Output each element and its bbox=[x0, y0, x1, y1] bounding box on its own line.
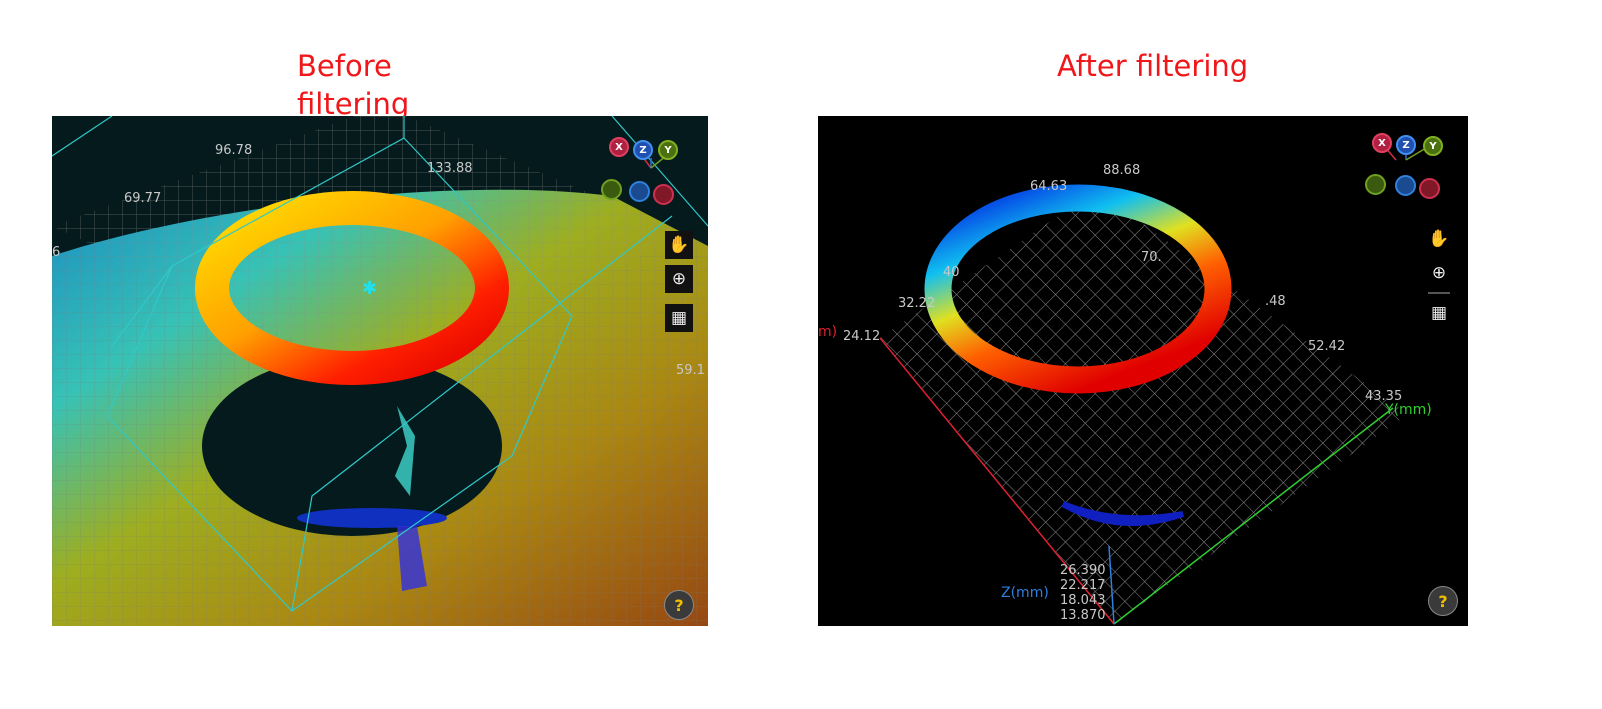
before-viewer[interactable]: ✱ 96.78 133.88 69.77 6 59.1 X Z Y ✋ ⊕ ▦ … bbox=[52, 116, 708, 626]
y-axis-button[interactable]: Y bbox=[1423, 136, 1443, 156]
x-axis-button[interactable]: X bbox=[609, 137, 629, 157]
y-axis-label: Y(mm) bbox=[1384, 402, 1432, 418]
pan-icon[interactable]: ✋ bbox=[1428, 229, 1450, 249]
zoom-icon[interactable]: ⊕ bbox=[665, 265, 693, 293]
tick-label: 88.68 bbox=[1103, 163, 1140, 178]
tick-label: 40 bbox=[943, 265, 960, 280]
help-button[interactable]: ? bbox=[664, 590, 694, 620]
blue-arc bbox=[1061, 501, 1184, 526]
tick-label: 52.42 bbox=[1308, 339, 1345, 354]
tick-label: 70. bbox=[1141, 250, 1162, 265]
after-title: After filtering bbox=[1057, 49, 1249, 83]
hole-shadow bbox=[202, 356, 502, 536]
center-marker: ✱ bbox=[362, 278, 377, 299]
tick-label: 69.77 bbox=[124, 191, 161, 206]
ring bbox=[924, 184, 1232, 394]
red-view-button[interactable] bbox=[653, 184, 674, 205]
z-tick-label: 13.870 bbox=[1060, 608, 1106, 623]
after-point-cloud[interactable]: 88.68 64.63 40 70. 32.22 .48 24.12 52.42… bbox=[818, 116, 1468, 626]
z-axis-label: Z(mm) bbox=[1001, 585, 1049, 601]
tick-label: 96.78 bbox=[215, 143, 252, 158]
tick-label: 64.63 bbox=[1030, 179, 1067, 194]
ring bbox=[195, 191, 509, 385]
z-axis-button[interactable]: Z bbox=[1396, 135, 1416, 155]
x-axis-line bbox=[879, 337, 1115, 625]
help-button[interactable]: ? bbox=[1428, 586, 1458, 616]
tick-label: .48 bbox=[1265, 294, 1286, 309]
zoom-icon[interactable]: ⊕ bbox=[1431, 263, 1447, 283]
cyan-points bbox=[395, 406, 415, 496]
blue-blob bbox=[297, 508, 447, 528]
bounding-box bbox=[52, 116, 708, 612]
green-view-button[interactable] bbox=[1365, 174, 1386, 195]
z-tick-label: 18.043 bbox=[1060, 593, 1106, 608]
before-title: Before filtering bbox=[297, 47, 409, 123]
blue-points bbox=[397, 526, 427, 591]
z-axis-button[interactable]: Z bbox=[633, 140, 653, 160]
before-point-cloud[interactable]: ✱ 96.78 133.88 69.77 6 59.1 bbox=[52, 116, 708, 626]
y-axis-line bbox=[1113, 407, 1394, 625]
grid-icon[interactable]: ▦ bbox=[1430, 303, 1448, 323]
tick-label: 133.88 bbox=[427, 161, 473, 176]
blue-view-button[interactable] bbox=[629, 181, 650, 202]
pan-icon[interactable]: ✋ bbox=[665, 231, 693, 259]
before-title-line1: Before bbox=[297, 49, 392, 83]
tick-label: 59.1 bbox=[676, 363, 705, 378]
z-tick-label: 22.217 bbox=[1060, 578, 1106, 593]
tick-label: 24.12 bbox=[843, 329, 880, 344]
y-axis-button[interactable]: Y bbox=[658, 140, 678, 160]
x-axis-button[interactable]: X bbox=[1372, 133, 1392, 153]
after-viewer[interactable]: 88.68 64.63 40 70. 32.22 .48 24.12 52.42… bbox=[818, 116, 1468, 626]
z-axis-line bbox=[1108, 545, 1115, 625]
tick-label: 43.35 bbox=[1365, 389, 1402, 404]
grid-floor bbox=[880, 190, 1408, 624]
z-tick-label: 26.390 bbox=[1060, 563, 1106, 578]
green-view-button[interactable] bbox=[601, 179, 622, 200]
grid-icon[interactable]: ▦ bbox=[665, 304, 693, 332]
blue-view-button[interactable] bbox=[1395, 175, 1416, 196]
tick-label: 6 bbox=[52, 245, 60, 260]
red-view-button[interactable] bbox=[1419, 178, 1440, 199]
x-axis-label: m) bbox=[818, 324, 837, 340]
tick-label: 32.22 bbox=[898, 296, 935, 311]
